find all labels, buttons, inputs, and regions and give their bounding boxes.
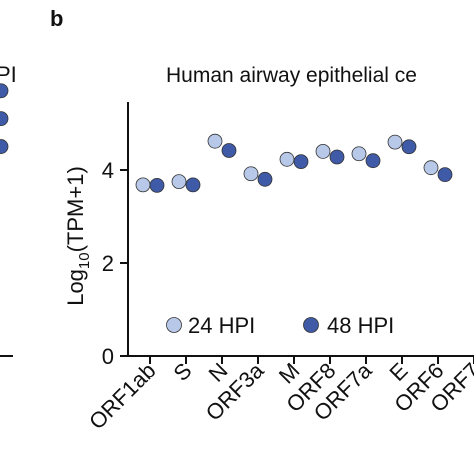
- y-tick-label: 0: [102, 344, 114, 369]
- data-point-24-hpi: [351, 146, 367, 162]
- y-tick-label: 2: [102, 251, 114, 276]
- data-point-24-hpi: [279, 151, 295, 167]
- data-point-24-hpi: [387, 134, 403, 150]
- data-points: [135, 133, 453, 193]
- data-point-24-hpi: [423, 160, 439, 176]
- panel-b: b Human airway epithelial ce Log10(TPM+1…: [50, 6, 474, 434]
- legend: 24 HPI 48 HPI: [166, 313, 394, 338]
- y-tick-label: 4: [102, 158, 114, 183]
- left-panel-title-fragment: PI: [0, 62, 17, 87]
- x-tick-label: S: [168, 358, 196, 386]
- data-point-48-hpi: [149, 177, 165, 193]
- data-point-48-hpi: [293, 154, 309, 170]
- data-point-48-hpi: [329, 149, 345, 165]
- y-axis-ticks: 0 2 4: [102, 158, 128, 369]
- left-panel-point: [0, 83, 9, 99]
- data-point-24-hpi: [171, 174, 187, 190]
- left-panel-points: [0, 83, 9, 154]
- data-point-24-hpi: [207, 133, 223, 149]
- left-panel-point: [0, 111, 9, 127]
- data-point-48-hpi: [257, 171, 273, 187]
- data-point-24-hpi: [315, 143, 331, 159]
- left-panel: PI: [0, 62, 17, 357]
- panel-label: b: [50, 6, 63, 31]
- legend-marker-48-hpi: [303, 317, 319, 333]
- data-point-48-hpi: [221, 143, 237, 158]
- data-point-48-hpi: [437, 167, 453, 183]
- chart-title: Human airway epithelial ce: [166, 64, 417, 87]
- data-point-24-hpi: [135, 177, 151, 193]
- data-point-48-hpi: [185, 177, 201, 193]
- data-point-48-hpi: [365, 153, 381, 169]
- legend-marker-24-hpi: [166, 317, 182, 333]
- left-panel-point: [0, 139, 9, 154]
- y-axis-label: Log10(TPM+1): [63, 166, 93, 306]
- data-point-48-hpi: [401, 139, 417, 155]
- x-tick-label: ORF1ab: [84, 358, 160, 434]
- legend-label-24-hpi: 24 HPI: [188, 313, 255, 338]
- legend-label-48-hpi: 48 HPI: [327, 313, 394, 338]
- data-point-24-hpi: [243, 166, 259, 182]
